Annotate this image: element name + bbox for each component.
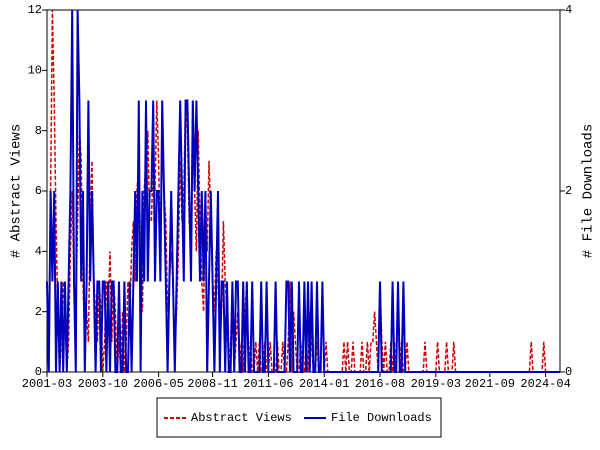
legend-label: Abstract Views (191, 411, 292, 425)
x-tick-label: 2019-03 (411, 377, 461, 391)
y-tick-label: 8 (35, 124, 42, 138)
y2-tick-label: 4 (565, 3, 572, 17)
x-tick-label: 2006-05 (133, 377, 183, 391)
x-tick-label: 2024-04 (520, 377, 570, 391)
legend-label: File Downloads (331, 411, 432, 425)
y-tick-label: 4 (35, 245, 42, 259)
x-tick-label: 2016-08 (355, 377, 405, 391)
y-tick-label: 10 (28, 64, 42, 78)
series-line (46, 9, 560, 373)
y-tick-label: 0 (35, 365, 42, 379)
x-tick-label: 2021-09 (465, 377, 515, 391)
y2-tick-label: 0 (565, 365, 572, 379)
y-axis-label: # Abstract Views (9, 124, 25, 258)
y-tick-label: 2 (35, 305, 42, 319)
legend (156, 397, 442, 438)
y-tick-label: 6 (35, 184, 42, 198)
x-tick-label: 2014-01 (299, 377, 349, 391)
x-tick-label: 2003-10 (78, 377, 128, 391)
x-tick-label: 2001-03 (22, 377, 72, 391)
y-tick-label: 12 (28, 3, 42, 17)
x-tick-label: 2011-06 (243, 377, 293, 391)
x-tick-label: 2008-11 (187, 377, 237, 391)
series-line (46, 9, 560, 373)
y2-axis-label: # File Downloads (581, 124, 597, 258)
y2-tick-label: 2 (565, 184, 572, 198)
